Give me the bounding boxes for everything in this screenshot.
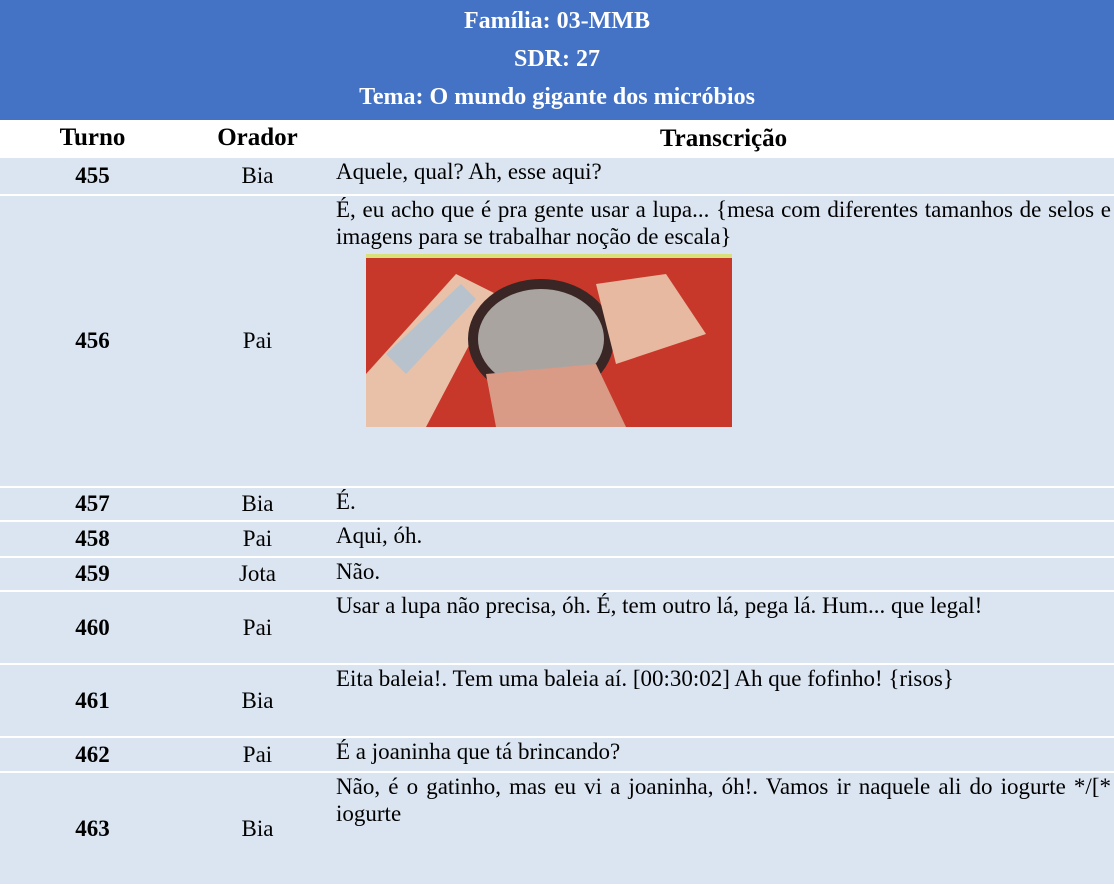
header-line: Família: 03-MMB [464, 8, 650, 34]
transcript-cell: Aquele, qual? Ah, esse aqui? [330, 158, 1111, 194]
transcript-text: Aqui, óh. [336, 523, 423, 548]
table-row: 460 Pai Usar a lupa não precisa, óh. É, te… [0, 592, 1114, 665]
table-row: 458 Pai Aqui, óh. [0, 522, 1114, 558]
transcript-cell: Não, é o gatinho, mas eu vi a joaninha, … [330, 773, 1111, 884]
column-header-row: Turno Orador Transcrição [0, 120, 1114, 158]
turn-cell: 457 [75, 491, 110, 516]
speaker-cell: Pai [242, 614, 273, 640]
header-line: SDR: 27 [513, 46, 600, 72]
turn-cell: 455 [75, 163, 110, 188]
turn-cell: 460 [75, 614, 110, 640]
table-row: 459 Jota Não. [0, 558, 1114, 592]
transcript-cell: É. [330, 488, 1111, 520]
transcript-text: Usar a lupa não precisa, óh. É, tem outr… [336, 593, 983, 618]
transcript-cell: É, eu acho que é pra gente usar a lupa..… [330, 196, 1111, 486]
transcript-text: É. [336, 489, 356, 514]
transcript-text: É a joaninha que tá brincando? [336, 739, 621, 764]
header-line: Tema: O mundo gigante dos micróbios [359, 84, 755, 110]
speaker-cell: Pai [242, 526, 273, 551]
table-row: 461 Bia Eita baleia!. Tem uma baleia aí. [… [0, 665, 1114, 738]
transcript-text: Aquele, qual? Ah, esse aqui? [336, 159, 602, 184]
transcript-cell: Usar a lupa não precisa, óh. É, tem outr… [330, 592, 1111, 663]
table-row: 462 Pai É a joaninha que tá brincando? [0, 738, 1114, 773]
turn-cell: 463 [75, 815, 110, 841]
transcript-cell: Não. [330, 558, 1111, 590]
table-row: 457 Bia É. [0, 488, 1114, 522]
speaker-cell: Pai [242, 328, 273, 353]
column-header: Transcrição [659, 124, 788, 152]
speaker-cell: Bia [241, 491, 274, 516]
table-row: 456 Pai É, eu acho que é pra gente usar a … [0, 196, 1114, 488]
turn-cell: 459 [75, 561, 110, 586]
turn-cell: 458 [75, 526, 110, 551]
speaker-cell: Jota [238, 561, 277, 586]
transcript-text: Eita baleia!. Tem uma baleia aí. [00:30:… [336, 666, 954, 691]
photo-magnifier [366, 254, 732, 427]
speaker-cell: Bia [241, 163, 274, 188]
transcript-cell: Aqui, óh. [330, 522, 1111, 556]
column-header: Orador [217, 124, 298, 151]
transcript-cell: Eita baleia!. Tem uma baleia aí. [00:30:… [330, 665, 1111, 736]
table-row: 455 Bia Aquele, qual? Ah, esse aqui? [0, 158, 1114, 196]
table-body: 455 Bia Aquele, qual? Ah, esse aqui? 456 Pai… [0, 158, 1114, 886]
speaker-cell: Bia [241, 687, 274, 713]
table-row: 463 Bia Não, é o gatinho, mas eu vi a joan… [0, 773, 1114, 886]
transcript-text: Não. [336, 559, 381, 584]
table-header: Família: 03-MMB SDR: 27 Tema: O mundo gi… [0, 0, 1114, 120]
transcript-cell: É a joaninha que tá brincando? [330, 738, 1111, 771]
turn-cell: 456 [75, 328, 110, 353]
transcript-text: É, eu acho que é pra gente usar a lupa..… [336, 197, 1111, 249]
turn-cell: 462 [75, 741, 110, 767]
speaker-cell: Bia [241, 815, 274, 841]
transcript-text: Não, é o gatinho, mas eu vi a joaninha, … [336, 774, 1111, 826]
turn-cell: 461 [75, 687, 110, 713]
speaker-cell: Pai [242, 741, 273, 767]
column-header: Turno [59, 124, 126, 151]
